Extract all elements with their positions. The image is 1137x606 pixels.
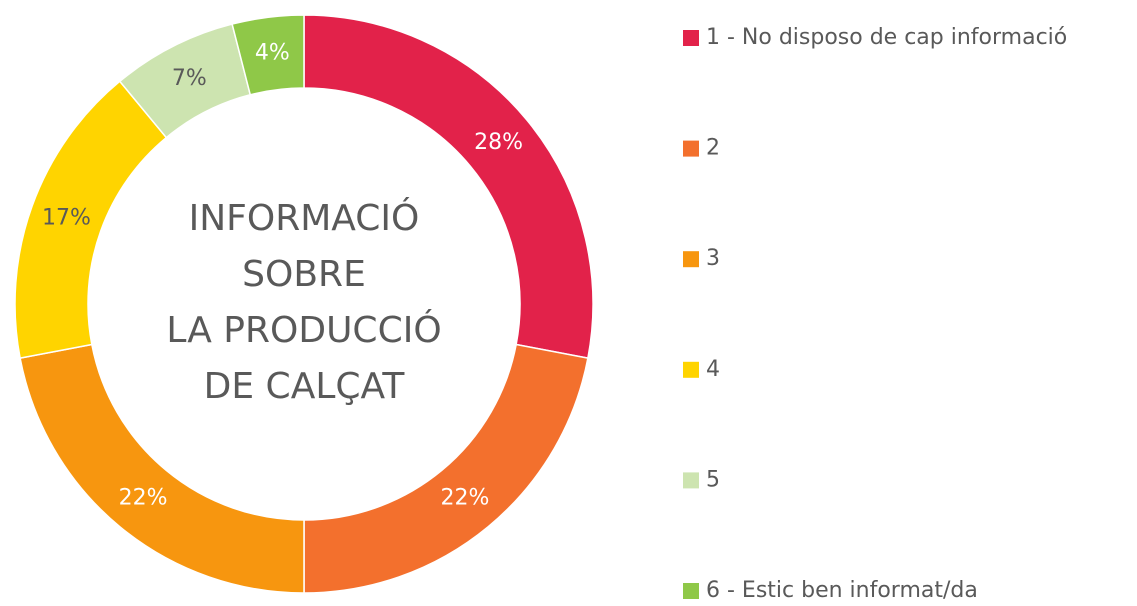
- legend-label: 3: [706, 246, 720, 271]
- slice: [303, 14, 594, 360]
- legend-label: 6 - Estic ben informat/da: [706, 578, 978, 603]
- legend-label: 4: [706, 357, 720, 382]
- legend-label: 1 - No disposo de cap informació: [706, 25, 1067, 50]
- legend-swatch: [683, 30, 699, 46]
- value-label: 28%: [474, 130, 523, 155]
- center-text: INFORMACIÓ: [189, 197, 420, 239]
- center-text: SOBRE: [242, 254, 366, 295]
- value-label: 4%: [255, 40, 290, 65]
- legend-swatch: [683, 583, 699, 599]
- legend-label: 5: [706, 467, 720, 492]
- legend-swatch: [683, 472, 699, 489]
- value-label: 7%: [172, 66, 207, 91]
- center-text: DE CALÇAT: [204, 366, 406, 407]
- value-label: 17%: [42, 205, 91, 230]
- legend-swatch: [683, 251, 699, 268]
- value-label: 22%: [119, 486, 168, 511]
- slice: [231, 14, 305, 96]
- value-label: 22%: [440, 486, 489, 511]
- legend-swatch: [683, 361, 699, 378]
- center-text: LA PRODUCCIÓ: [166, 309, 441, 351]
- legend-swatch: [683, 140, 699, 157]
- legend-label: 2: [706, 136, 720, 161]
